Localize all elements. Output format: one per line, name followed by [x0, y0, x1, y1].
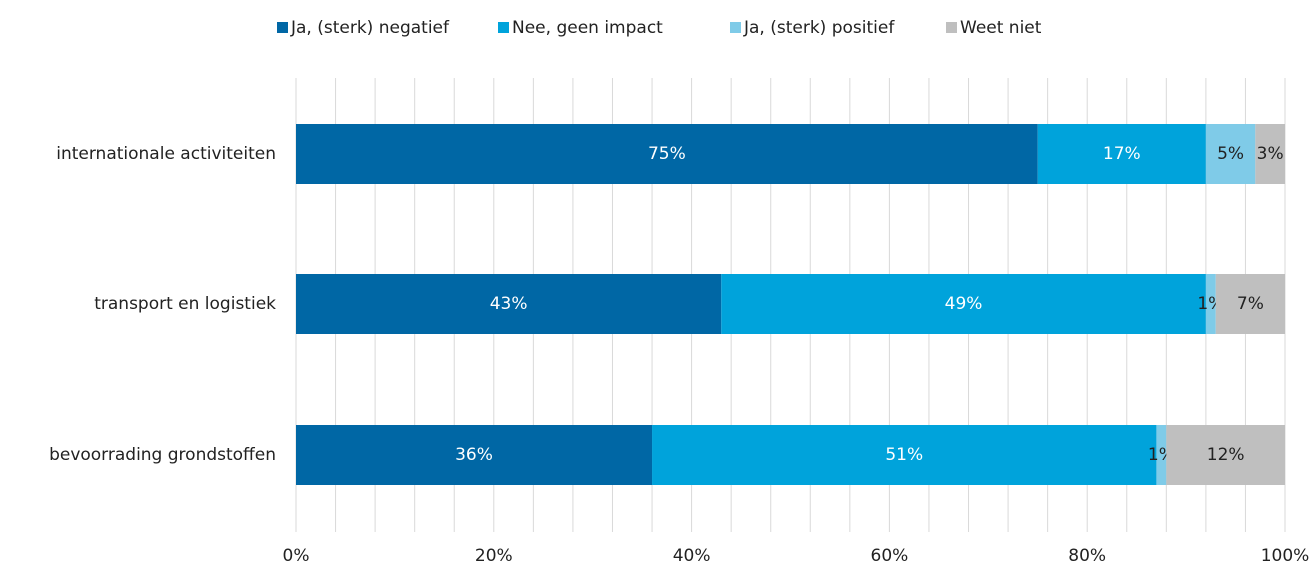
x-tick-label: 40% — [673, 546, 711, 566]
bar-segment — [1166, 425, 1285, 485]
bar-segment — [721, 274, 1206, 334]
bar-segment — [296, 425, 653, 485]
x-tick-label: 0% — [283, 546, 310, 566]
x-tick-label: 20% — [475, 546, 513, 566]
legend-label: Ja, (sterk) positief — [743, 18, 895, 38]
data-label: 7% — [1237, 294, 1264, 314]
x-tick-label: 80% — [1068, 546, 1106, 566]
bar-segment — [1037, 124, 1206, 184]
bar-segment — [1215, 274, 1285, 334]
data-label: 51% — [885, 445, 923, 465]
bar-segment — [296, 274, 722, 334]
data-label: 3% — [1257, 144, 1284, 164]
y-tick-label: internationale activiteiten — [56, 144, 276, 164]
x-tick-label: 100% — [1261, 546, 1310, 566]
legend-swatch — [730, 22, 741, 33]
legend-label: Ja, (sterk) negatief — [290, 18, 450, 38]
bar-segment — [1156, 425, 1167, 485]
data-label: 49% — [945, 294, 983, 314]
legend-label: Nee, geen impact — [512, 18, 663, 38]
x-tick-label: 60% — [871, 546, 909, 566]
bar-segment — [1205, 274, 1216, 334]
data-label: 17% — [1103, 144, 1141, 164]
data-label: 36% — [455, 445, 493, 465]
legend-swatch — [277, 22, 288, 33]
data-label: 5% — [1217, 144, 1244, 164]
y-tick-label: transport en logistiek — [94, 294, 276, 314]
bar-segment — [296, 124, 1038, 184]
data-label: 43% — [490, 294, 528, 314]
y-tick-label: bevoorrading grondstoffen — [49, 445, 276, 465]
bar-segment — [1255, 124, 1285, 184]
legend-swatch — [498, 22, 509, 33]
bar-segment — [652, 425, 1157, 485]
bar-segment — [1205, 124, 1256, 184]
data-label: 75% — [648, 144, 686, 164]
legend-swatch — [946, 22, 957, 33]
legend-label: Weet niet — [960, 18, 1042, 38]
data-label: 12% — [1207, 445, 1245, 465]
